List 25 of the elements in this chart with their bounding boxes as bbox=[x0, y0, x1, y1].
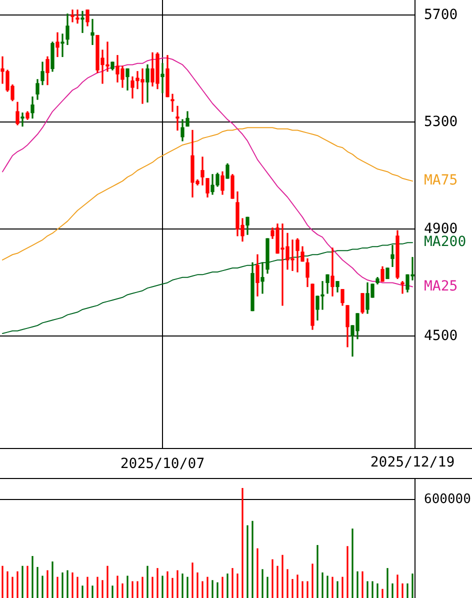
candlestick bbox=[76, 10, 80, 24]
candlestick bbox=[160, 63, 164, 94]
text: 2025/12/19 bbox=[370, 454, 455, 471]
candlestick bbox=[176, 106, 180, 131]
y-tick-label: 5300 bbox=[424, 114, 458, 130]
text: 600000 bbox=[424, 492, 471, 507]
series-label: MA200 bbox=[424, 234, 466, 250]
candlestick bbox=[20, 112, 24, 127]
candlestick bbox=[60, 34, 64, 58]
candlestick bbox=[200, 156, 204, 186]
series-label: MA75 bbox=[424, 172, 458, 189]
candlestick bbox=[330, 248, 334, 296]
candlestick bbox=[400, 281, 404, 294]
candlestick bbox=[56, 32, 60, 58]
x-tick-label: 2025/10/07 bbox=[120, 456, 205, 472]
series-label: MA25 bbox=[424, 278, 458, 294]
y-tick-label: 5700 bbox=[424, 6, 458, 23]
candlestick bbox=[70, 10, 74, 22]
candlestick bbox=[170, 94, 174, 112]
candlestick bbox=[90, 18, 94, 45]
candlestick bbox=[390, 244, 394, 267]
y-tick-label: 4500 bbox=[424, 328, 458, 344]
candlestick bbox=[260, 262, 264, 294]
y-tick-label: 4900 bbox=[424, 220, 458, 237]
candlestick bbox=[80, 10, 84, 33]
